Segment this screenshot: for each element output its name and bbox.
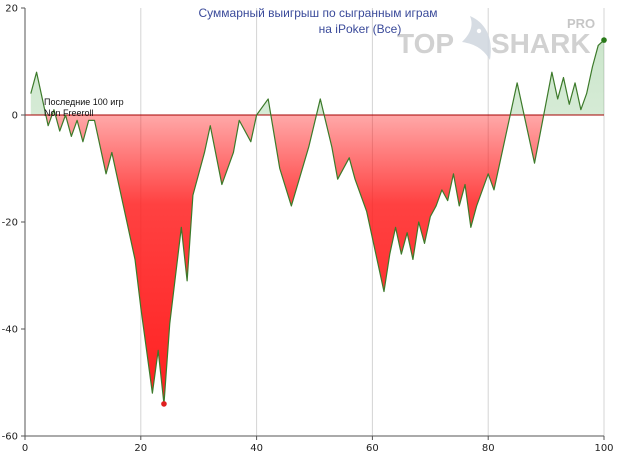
x-tick-label: 80: [482, 443, 495, 454]
chart-subtitle: на iPoker (Все): [319, 22, 402, 36]
series-line: [30, 39, 605, 405]
logo-prefix: TOP: [397, 28, 454, 59]
series-points: [161, 37, 607, 407]
tick-labels: 20 0 -20 -40 -60 0 20 40 60 80 100: [2, 4, 614, 455]
y-tick-label: 0: [12, 111, 18, 122]
annotation-non-freeroll: Non Freeroll: [44, 108, 94, 118]
logo-suffix: SHARK: [491, 28, 591, 59]
x-tick-label: 20: [134, 443, 147, 454]
positive-area: [30, 40, 604, 115]
negative-area: [30, 115, 604, 404]
axes: [21, 7, 605, 440]
area-fills: [30, 40, 604, 404]
shark-fin-icon: [462, 16, 491, 60]
x-tick-label: 0: [22, 443, 28, 454]
logo-badge: PRO: [567, 16, 595, 31]
series-min-point: [161, 401, 167, 407]
y-tick-label: -20: [2, 218, 18, 229]
logo-watermark: TOP SHARK PRO: [397, 16, 595, 60]
annotation-last-games: Последние 100 игр: [44, 97, 124, 107]
x-tick-label: 60: [366, 443, 379, 454]
x-tick-label: 40: [250, 443, 263, 454]
y-tick-label: -60: [2, 432, 18, 443]
y-tick-label: 20: [5, 4, 18, 15]
x-tick-label: 100: [594, 443, 613, 454]
series-end-point: [601, 37, 607, 43]
chart-title: Суммарный выигрыш по сыгранным играм: [198, 6, 437, 20]
y-tick-label: -40: [2, 325, 18, 336]
